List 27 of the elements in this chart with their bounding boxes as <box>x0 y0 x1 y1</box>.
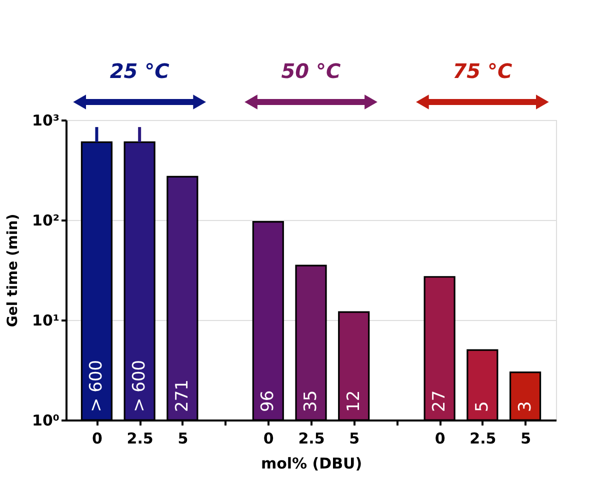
data-label: 5 <box>472 401 492 412</box>
x-tick-label: 5 <box>520 430 532 448</box>
y-axis-title: Gel time (min) <box>5 214 22 328</box>
text: 50 °C <box>281 59 342 83</box>
x-tick-label: 5 <box>178 430 188 448</box>
data-label: > 600 <box>130 360 150 412</box>
data-label: 3 <box>515 401 536 412</box>
data-label: 96 <box>258 390 278 412</box>
text: 75 °C <box>452 59 512 83</box>
y-tick-label: 10³ <box>32 112 60 130</box>
data-label: 271 <box>172 380 192 412</box>
y-tick-label: 10² <box>32 212 60 230</box>
y-tick-label: 10¹ <box>32 312 60 330</box>
x-tick-label: 2.5 <box>470 430 496 448</box>
data-label: 27 <box>430 390 450 412</box>
x-tick-label: 0 <box>434 430 446 448</box>
x-tick-label: 0 <box>263 430 274 448</box>
x-tick-label: 0 <box>92 430 102 448</box>
x-tick-label: 5 <box>349 430 360 448</box>
x-axis-title: mol% (DBU) <box>260 454 362 472</box>
data-label: 35 <box>301 390 321 412</box>
y-tick-label: 10⁰ <box>32 412 60 430</box>
x-tick-label: 2.5 <box>298 430 325 448</box>
data-label: 12 <box>344 390 364 412</box>
text: 25 °C <box>110 59 170 83</box>
data-label: > 600 <box>86 360 107 412</box>
x-tick-label: 2.5 <box>126 430 154 448</box>
